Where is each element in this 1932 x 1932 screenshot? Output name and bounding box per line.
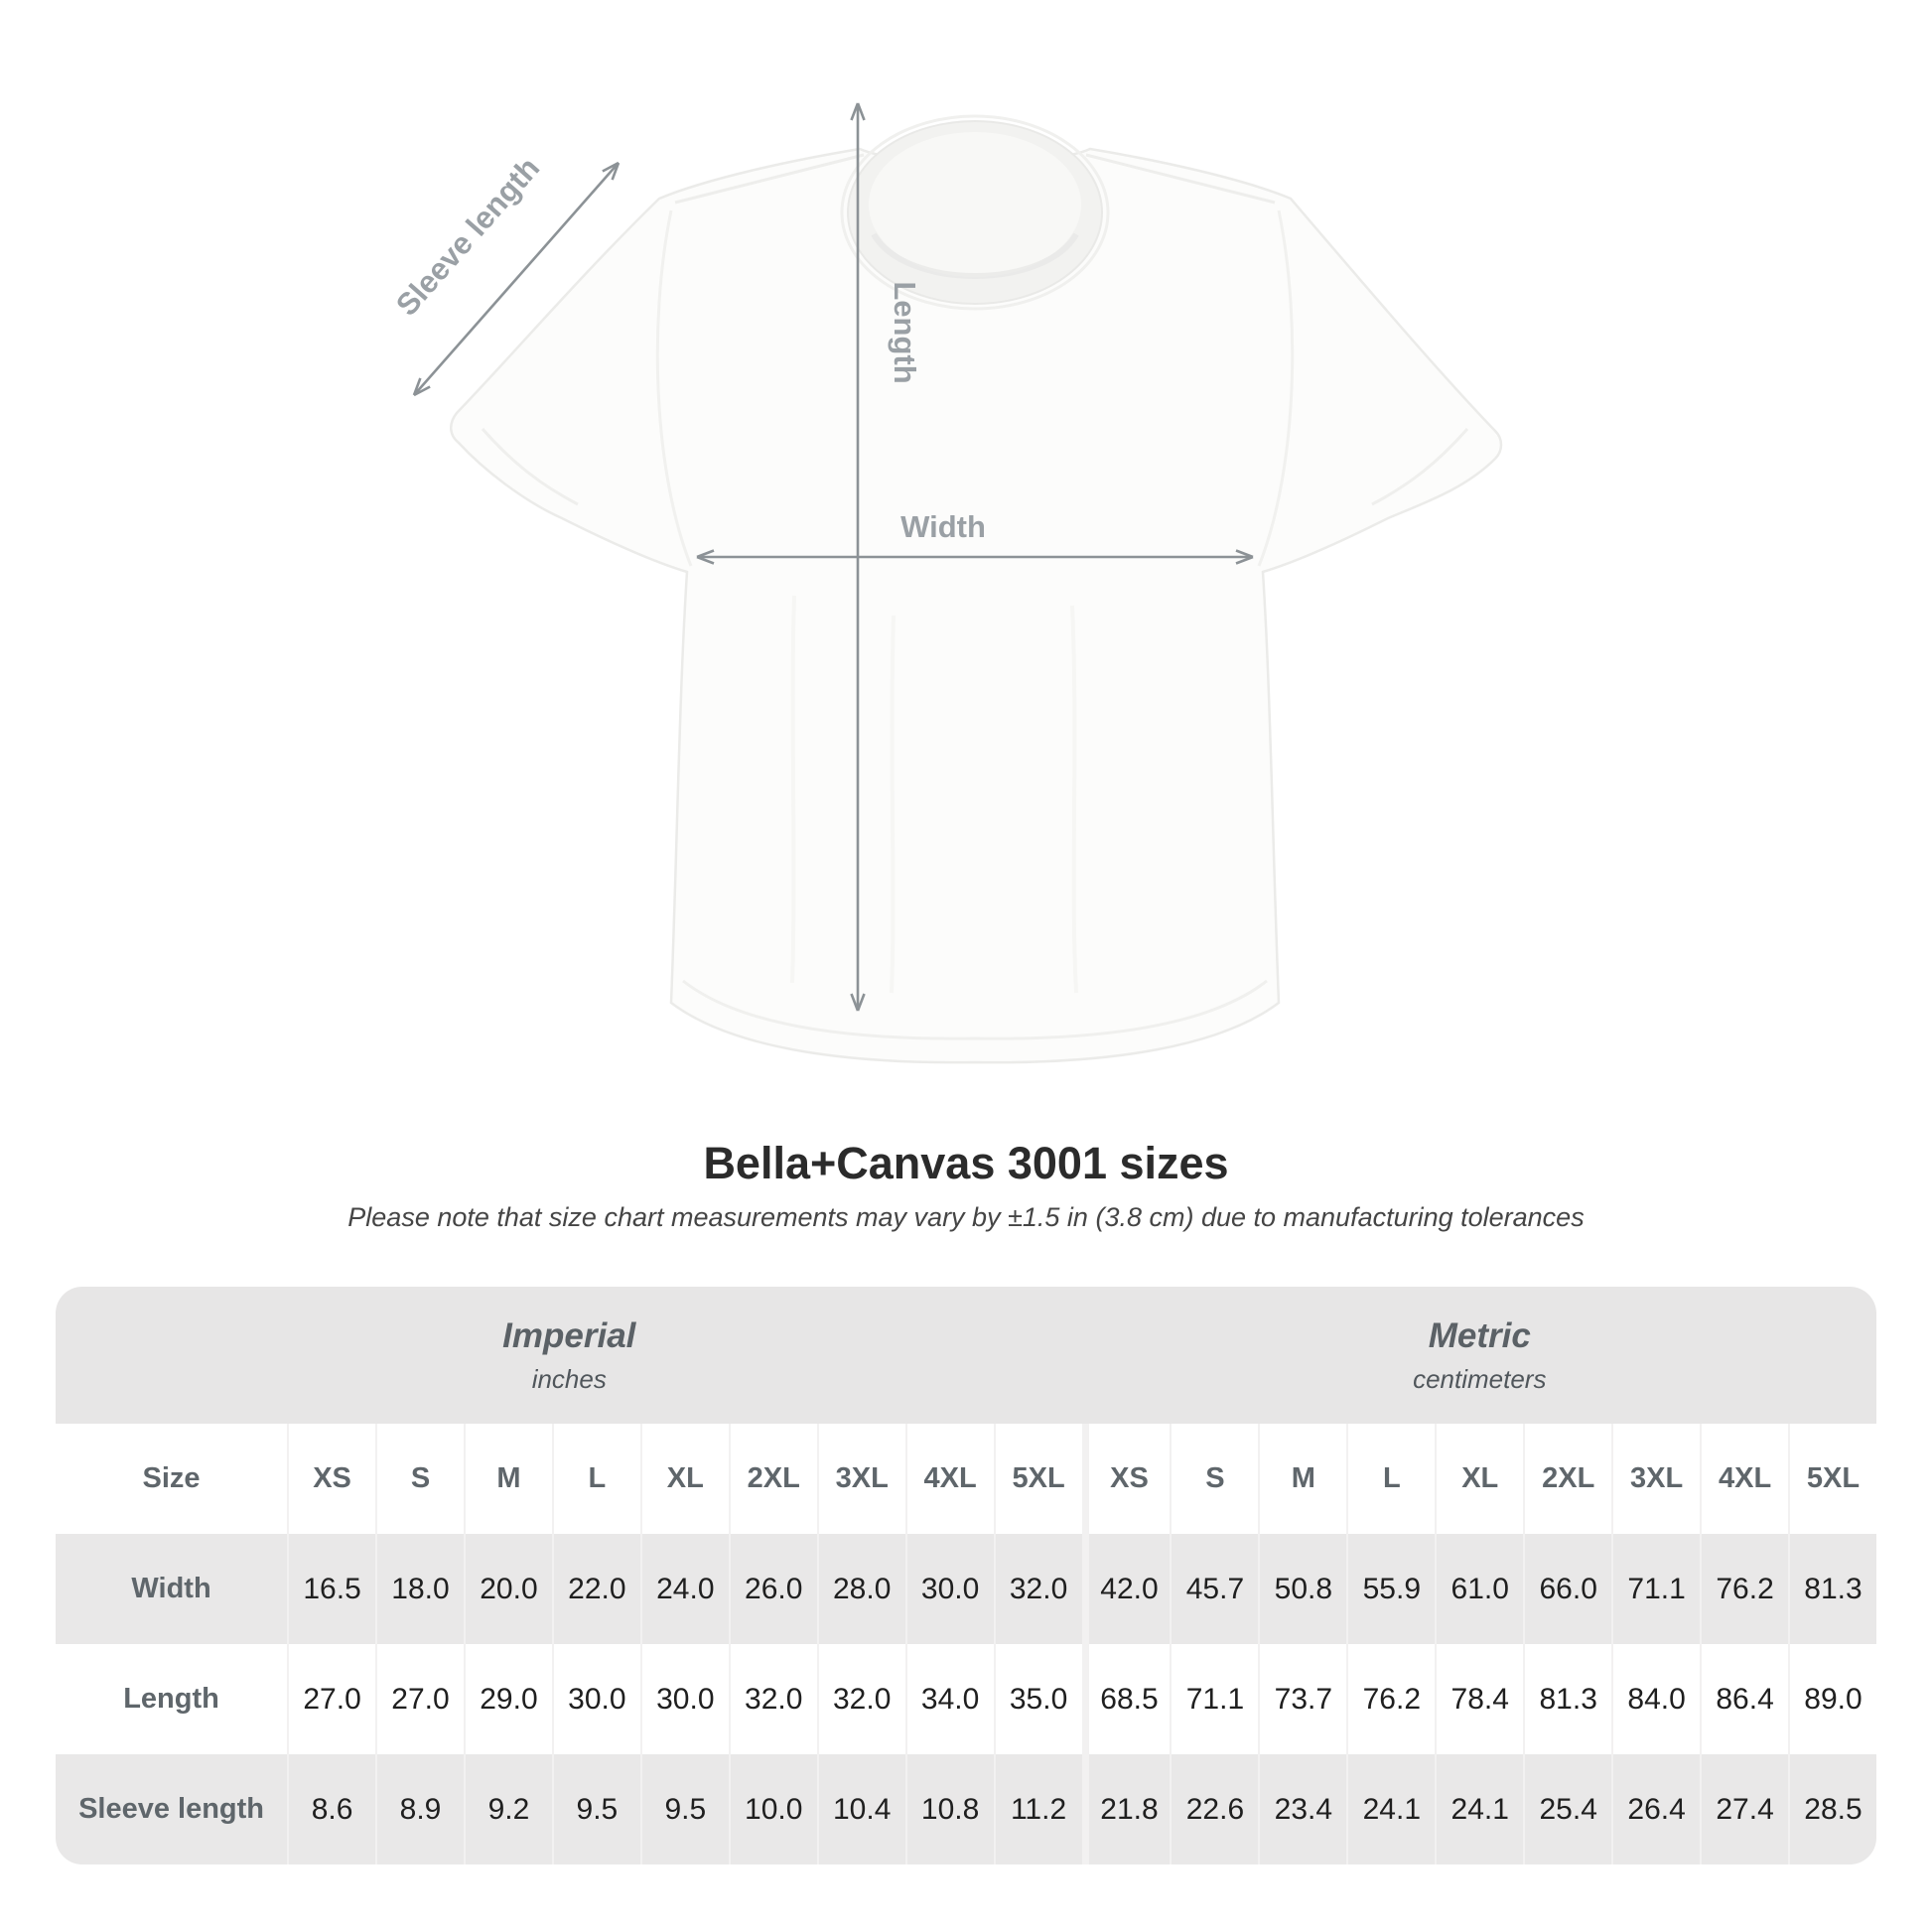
value-cell: 20.0: [463, 1534, 552, 1644]
size-column-title: Size: [142, 1462, 201, 1494]
table-row: Width 16.5 18.0 20.0 22.0 24.0 26.0 28.0 30.0 32.…: [56, 1534, 1876, 1644]
width-arrow: [696, 549, 1254, 565]
row-label: Sleeve length: [78, 1793, 265, 1825]
tshirt-diagram: Sleeve length Length Width: [389, 102, 1503, 1064]
size-col-header: M: [1258, 1424, 1346, 1534]
value-cell: 71.1: [1170, 1644, 1258, 1754]
size-col-header: 4XL: [904, 1424, 994, 1534]
value-cell: 27.0: [287, 1644, 375, 1754]
size-col-header: 4XL: [1700, 1424, 1788, 1534]
tolerance-note: Please note that size chart measurements…: [347, 1202, 1585, 1232]
value-cell: 22.0: [551, 1534, 640, 1644]
value-cell: 28.5: [1788, 1754, 1876, 1864]
imperial-unit: inches: [531, 1363, 607, 1394]
value-cell: 9.2: [463, 1754, 552, 1864]
size-header-row: Size XS S M L XL 2XL 3XL 4XL 5XL XS S M L XL 2XL 3XL 4XL 5…: [56, 1424, 1876, 1534]
metric-section-header: Metric centimeters: [1083, 1287, 1876, 1424]
value-cell: 50.8: [1258, 1534, 1346, 1644]
value-cell: 8.9: [375, 1754, 464, 1864]
imperial-section-header: Imperial inches: [56, 1287, 1083, 1424]
value-cell: 73.7: [1258, 1644, 1346, 1754]
value-cell: 84.0: [1611, 1644, 1700, 1754]
value-cell: 26.4: [1611, 1754, 1700, 1864]
size-col-header: 2XL: [728, 1424, 817, 1534]
value-cell: 45.7: [1170, 1534, 1258, 1644]
unit-header-band: Imperial inches Metric centimeters: [56, 1287, 1876, 1424]
width-label: Width: [900, 509, 986, 544]
size-col-header: XL: [639, 1424, 729, 1534]
length-label: Length: [888, 281, 922, 383]
value-cell: 32.0: [816, 1644, 905, 1754]
value-cell: 81.3: [1788, 1534, 1876, 1644]
sleeve-length-arrow: [412, 161, 621, 397]
tshirt-photo: [450, 114, 1503, 1064]
value-cell: 32.0: [993, 1534, 1082, 1644]
sleeve-length-label: Sleeve length: [389, 150, 546, 322]
value-cell: 27.4: [1700, 1754, 1788, 1864]
size-col-header: S: [1170, 1424, 1258, 1534]
size-col-header: XL: [1435, 1424, 1523, 1534]
value-cell: 76.2: [1346, 1644, 1435, 1754]
size-col-header: 5XL: [993, 1424, 1082, 1534]
value-cell: 34.0: [904, 1644, 994, 1754]
size-col-header: L: [551, 1424, 640, 1534]
value-cell: 24.1: [1435, 1754, 1523, 1864]
size-col-header: 3XL: [1611, 1424, 1700, 1534]
value-cell: 23.4: [1258, 1754, 1346, 1864]
value-cell: 66.0: [1523, 1534, 1611, 1644]
value-cell: 61.0: [1435, 1534, 1523, 1644]
value-cell: 30.0: [639, 1644, 729, 1754]
value-cell: 30.0: [551, 1644, 640, 1754]
size-col-header: L: [1346, 1424, 1435, 1534]
measure-arrows: [412, 102, 1254, 1012]
value-cell: 32.0: [728, 1644, 817, 1754]
value-cell: 16.5: [287, 1534, 375, 1644]
value-cell: 24.0: [639, 1534, 729, 1644]
size-col-header: XS: [287, 1424, 375, 1534]
value-cell: 18.0: [375, 1534, 464, 1644]
value-cell: 11.2: [993, 1754, 1082, 1864]
value-cell: 42.0: [1081, 1534, 1171, 1644]
table-row: Length 27.0 27.0 29.0 30.0 30.0 32.0 32.0 34.0 35…: [56, 1644, 1876, 1754]
size-table: Imperial inches Metric centimeters Size X…: [56, 1287, 1876, 1864]
value-cell: 8.6: [287, 1754, 375, 1864]
value-cell: 21.8: [1081, 1754, 1171, 1864]
value-cell: 10.0: [728, 1754, 817, 1864]
value-cell: 22.6: [1170, 1754, 1258, 1864]
value-cell: 71.1: [1611, 1534, 1700, 1644]
size-col-header: S: [375, 1424, 464, 1534]
row-label: Width: [131, 1573, 211, 1604]
value-cell: 27.0: [375, 1644, 464, 1754]
value-cell: 29.0: [463, 1644, 552, 1754]
page-title: Bella+Canvas 3001 sizes: [703, 1138, 1229, 1188]
value-cell: 10.4: [816, 1754, 905, 1864]
value-cell: 78.4: [1435, 1644, 1523, 1754]
size-table-rows: Size XS S M L XL 2XL 3XL 4XL 5XL XS S M L XL 2XL 3XL 4XL 5…: [56, 1424, 1876, 1864]
size-col-header: M: [463, 1424, 552, 1534]
size-col-header: 5XL: [1788, 1424, 1876, 1534]
value-cell: 55.9: [1346, 1534, 1435, 1644]
value-cell: 9.5: [551, 1754, 640, 1864]
table-row: Sleeve length 8.6 8.9 9.2 9.5 9.5 10.0 10.4 10.8…: [56, 1754, 1876, 1864]
value-cell: 68.5: [1081, 1644, 1171, 1754]
value-cell: 25.4: [1523, 1754, 1611, 1864]
value-cell: 86.4: [1700, 1644, 1788, 1754]
value-cell: 28.0: [816, 1534, 905, 1644]
metric-unit: centimeters: [1413, 1363, 1547, 1394]
value-cell: 24.1: [1346, 1754, 1435, 1864]
imperial-title: Imperial: [502, 1315, 636, 1355]
value-cell: 89.0: [1788, 1644, 1876, 1754]
value-cell: 81.3: [1523, 1644, 1611, 1754]
metric-title: Metric: [1428, 1315, 1531, 1355]
value-cell: 9.5: [639, 1754, 729, 1864]
size-col-header: 2XL: [1523, 1424, 1611, 1534]
size-col-header: XS: [1081, 1424, 1171, 1534]
value-cell: 26.0: [728, 1534, 817, 1644]
value-cell: 35.0: [993, 1644, 1082, 1754]
value-cell: 76.2: [1700, 1534, 1788, 1644]
value-cell: 10.8: [904, 1754, 994, 1864]
value-cell: 30.0: [904, 1534, 994, 1644]
size-col-header: 3XL: [816, 1424, 905, 1534]
row-label: Length: [123, 1683, 219, 1715]
